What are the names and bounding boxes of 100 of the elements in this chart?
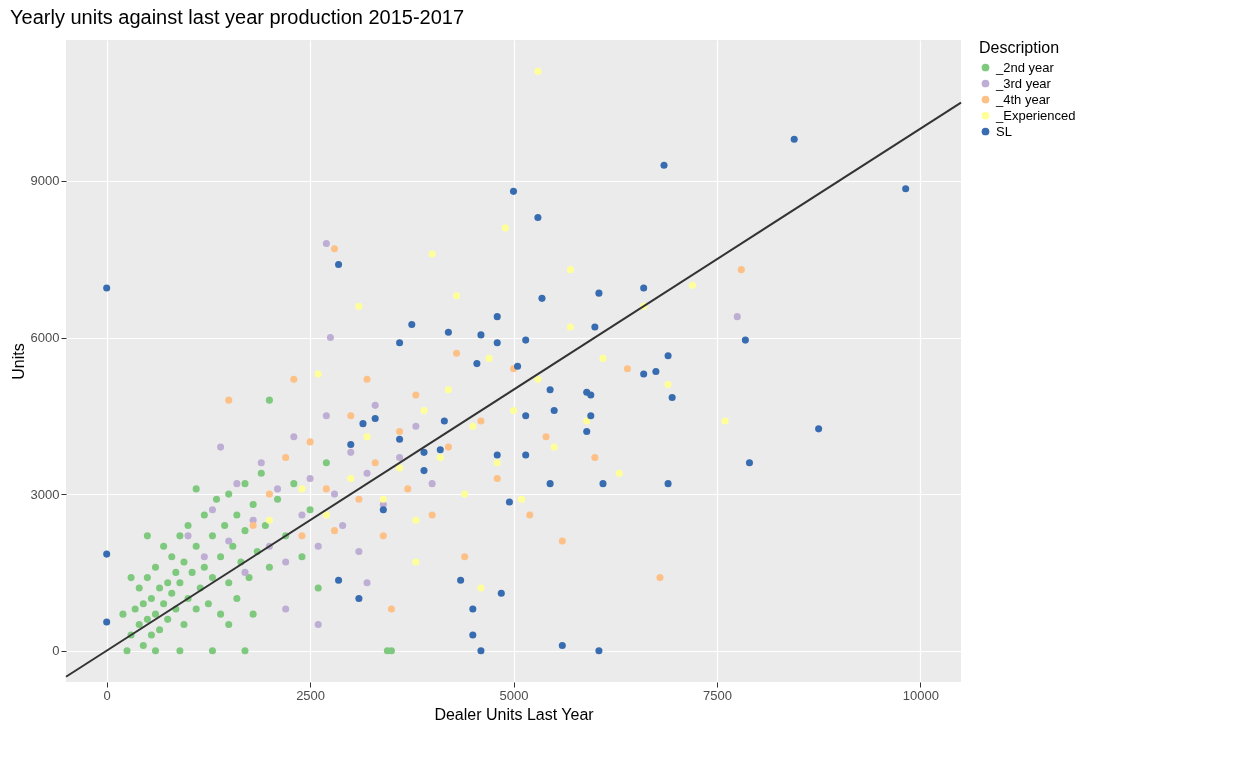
point [298, 511, 306, 519]
point [550, 407, 558, 415]
legend-label: SL [996, 123, 1012, 139]
point [330, 490, 339, 498]
point [396, 454, 404, 462]
legend-label: _2nd year [995, 59, 1055, 75]
point [290, 433, 298, 441]
point [306, 474, 314, 482]
point [404, 485, 412, 493]
point [461, 490, 469, 498]
point [444, 443, 452, 451]
x-tick-label: 0 [103, 687, 111, 703]
point [550, 443, 558, 451]
point [347, 440, 355, 449]
point [664, 480, 672, 488]
point [408, 320, 416, 328]
point [640, 370, 648, 378]
point [599, 354, 607, 362]
point [440, 417, 448, 425]
point [534, 213, 542, 221]
point [428, 480, 436, 488]
point [420, 448, 428, 456]
point [335, 260, 343, 268]
point [241, 568, 249, 576]
chart-title: Yearly units against last year production 2015-2017 [10, 6, 465, 28]
point [420, 467, 428, 475]
point [652, 367, 660, 375]
point [282, 454, 290, 462]
point [306, 438, 314, 446]
point [477, 584, 485, 592]
point [660, 161, 668, 169]
point [379, 532, 387, 540]
point [282, 605, 290, 613]
point [412, 391, 420, 399]
point [534, 67, 542, 75]
point [505, 498, 513, 506]
point [379, 506, 387, 514]
point [453, 292, 461, 300]
point [595, 289, 603, 297]
point [623, 365, 631, 373]
legend-label: _Experienced [995, 107, 1076, 123]
point [347, 412, 355, 420]
point [396, 339, 404, 347]
point [493, 451, 501, 459]
point [103, 284, 111, 292]
point [363, 579, 371, 587]
point [518, 495, 526, 503]
point [359, 420, 367, 428]
point [497, 589, 505, 597]
point [217, 443, 225, 451]
point [436, 454, 444, 462]
point [477, 331, 485, 339]
point [335, 576, 343, 584]
point [298, 485, 306, 493]
point [339, 521, 347, 529]
point [640, 284, 648, 292]
point [790, 135, 798, 143]
point [501, 224, 509, 232]
point [741, 336, 749, 344]
point [363, 433, 371, 441]
point [587, 391, 595, 399]
point [721, 417, 729, 425]
legend-title: Description [979, 39, 1060, 56]
point [322, 485, 330, 493]
point [371, 414, 379, 422]
point [733, 313, 741, 321]
point [558, 537, 566, 545]
point [469, 631, 477, 639]
point [412, 422, 420, 430]
point [103, 618, 111, 626]
point [566, 266, 574, 274]
point [363, 469, 371, 477]
point [509, 407, 518, 415]
point [461, 553, 469, 561]
point [457, 576, 465, 584]
point [493, 339, 501, 347]
point [664, 352, 672, 360]
point [265, 516, 273, 524]
point [737, 266, 745, 274]
x-tick-label: 7500 [702, 687, 732, 703]
point [274, 485, 282, 493]
point [538, 294, 546, 302]
point [225, 537, 233, 545]
point [599, 480, 607, 488]
point [322, 412, 330, 420]
point [583, 417, 591, 425]
point [526, 511, 534, 519]
point [347, 474, 355, 482]
point [477, 417, 485, 425]
point [184, 532, 192, 540]
point [412, 516, 420, 524]
point [257, 459, 265, 467]
point [514, 362, 522, 370]
x-tick-label: 5000 [499, 687, 529, 703]
point [473, 360, 481, 368]
point [355, 547, 363, 556]
point [444, 386, 452, 394]
point [347, 448, 355, 456]
point [477, 647, 485, 655]
point [745, 459, 753, 467]
